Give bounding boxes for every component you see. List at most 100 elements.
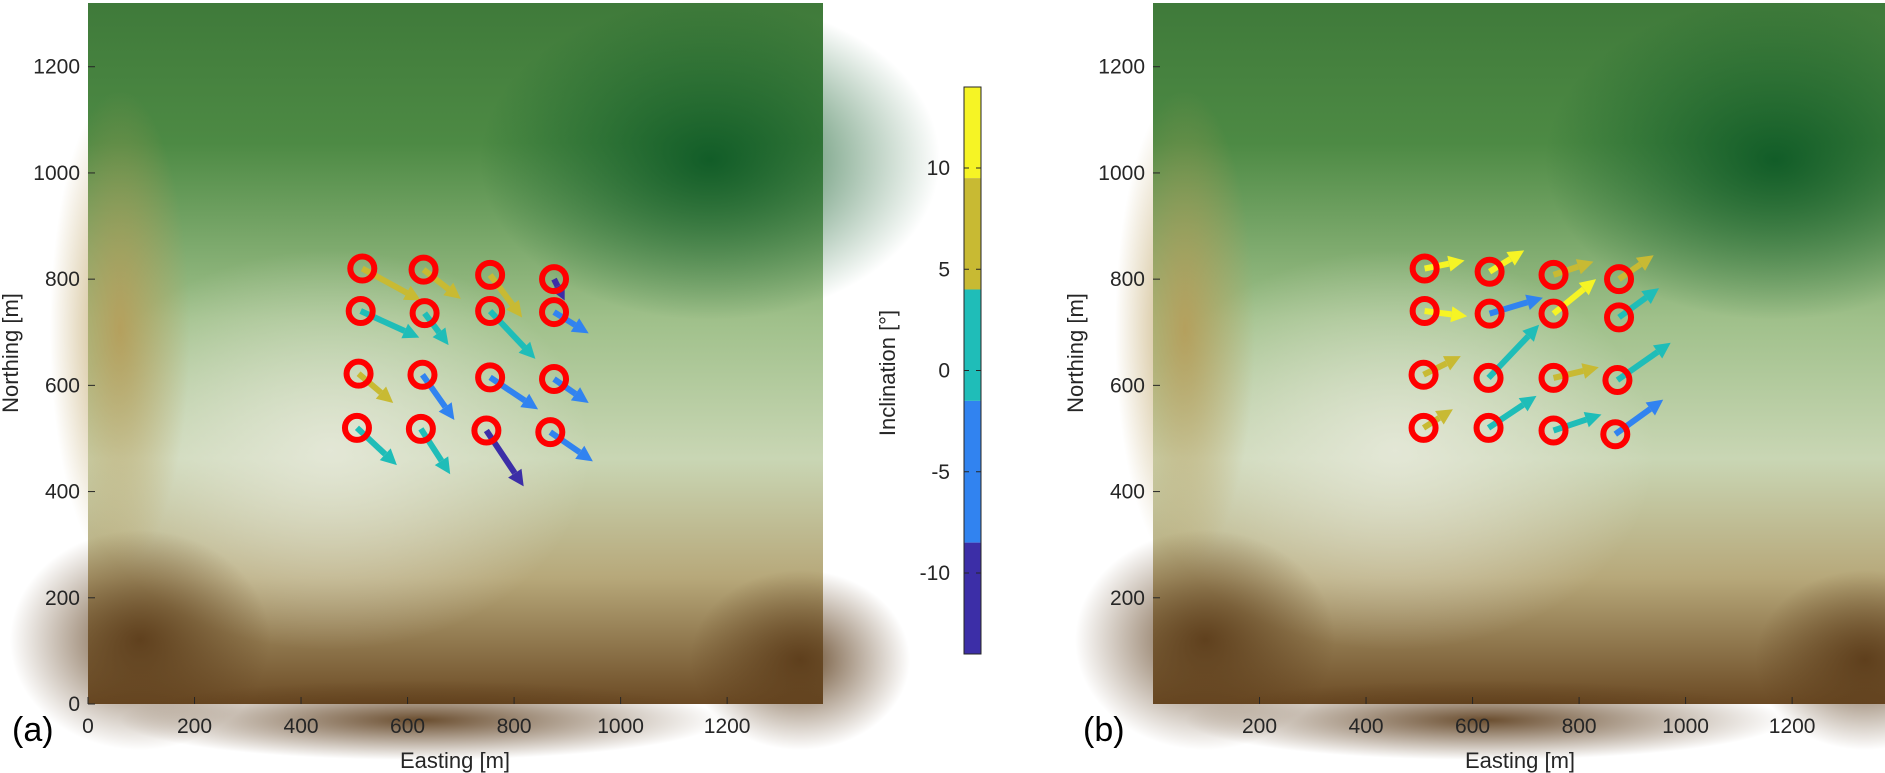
station-marker xyxy=(1473,362,1504,393)
station-marker xyxy=(539,297,570,328)
station-marker xyxy=(535,417,566,448)
panel-b-terrain xyxy=(1075,0,1885,760)
station-marker xyxy=(471,415,502,446)
vector-arrow-head xyxy=(403,285,421,301)
y-tick-label: 1200 xyxy=(1098,56,1145,79)
colorbar-bin xyxy=(964,289,981,401)
station-marker xyxy=(1409,253,1440,284)
station-marker xyxy=(1538,362,1569,393)
vector-arrow-head xyxy=(1435,409,1453,425)
vector-arrow-shaft xyxy=(483,428,518,475)
station-marker xyxy=(1604,264,1635,295)
panel-b-label: (b) xyxy=(1083,711,1125,749)
station-marker xyxy=(539,264,570,295)
x-tick-label: 200 xyxy=(1242,715,1277,738)
panel-a-xlabel: Easting [m] xyxy=(400,748,510,773)
station-marker xyxy=(1538,259,1569,290)
y-tick-label: 1000 xyxy=(1098,162,1145,185)
x-tick-label: 200 xyxy=(177,715,212,738)
panel-b-ylabel: Northing [m] xyxy=(1063,293,1088,413)
station-marker xyxy=(409,298,440,329)
colorbar-tick-label: 10 xyxy=(927,157,950,180)
colorbar-tick-label: -10 xyxy=(920,562,950,585)
vector-arrow-head xyxy=(518,341,536,359)
vector-arrow-head xyxy=(1635,255,1654,271)
vector-arrow-head xyxy=(1522,324,1540,342)
station-marker xyxy=(1538,415,1569,446)
station-marker xyxy=(1474,298,1505,329)
vector-arrow-head xyxy=(575,445,593,462)
station-marker xyxy=(405,413,436,444)
x-tick-label: 1000 xyxy=(597,715,644,738)
station-marker xyxy=(539,363,570,394)
colorbar-tick-label: 5 xyxy=(938,258,950,281)
station-marker xyxy=(408,254,439,285)
panel-b-vectors xyxy=(1408,250,1671,450)
station-marker xyxy=(1604,302,1635,333)
vector-arrow-head xyxy=(1578,279,1597,296)
vector-arrow-head xyxy=(438,402,455,420)
station-marker xyxy=(343,358,374,389)
panel-a-ylabel: Northing [m] xyxy=(0,293,23,413)
vector-arrow-head xyxy=(520,393,539,410)
vector-arrow-head xyxy=(508,468,524,487)
vector-arrow-shaft xyxy=(488,374,527,403)
station-marker xyxy=(347,253,378,284)
x-tick-label: 800 xyxy=(1562,715,1597,738)
vector-arrow-shaft xyxy=(360,265,409,296)
vector-arrow-head xyxy=(1575,259,1594,275)
y-tick-label: 1000 xyxy=(33,162,80,185)
vector-arrow-head xyxy=(401,323,420,339)
station-marker xyxy=(1600,419,1631,450)
y-tick-label: 200 xyxy=(45,587,80,610)
station-marker xyxy=(1538,298,1569,329)
station-marker xyxy=(345,296,376,327)
x-tick-label: 400 xyxy=(1349,715,1384,738)
vector-arrow-head xyxy=(1583,412,1602,428)
panel-b-xlabel: Easting [m] xyxy=(1465,748,1575,773)
vector-arrow-head xyxy=(443,282,461,299)
y-tick-label: 0 xyxy=(68,693,80,716)
colorbar-tick-label: -5 xyxy=(931,461,950,484)
vector-arrow-head xyxy=(434,456,451,475)
station-marker xyxy=(1473,412,1504,443)
vector-arrow-shaft xyxy=(1613,406,1653,437)
panel-a-vectors xyxy=(341,253,593,487)
vector-arrow-shaft xyxy=(487,273,515,307)
vector-arrow-shaft xyxy=(1488,299,1529,317)
x-tick-label: 600 xyxy=(390,715,425,738)
vector-arrow-head xyxy=(375,386,394,403)
y-tick-label: 1200 xyxy=(33,56,80,79)
station-marker xyxy=(341,412,372,443)
colorbar-bin xyxy=(964,87,981,179)
panel-a-label: (a) xyxy=(12,711,54,749)
y-tick-label: 200 xyxy=(1110,587,1145,610)
x-tick-label: 1200 xyxy=(1769,715,1816,738)
colorbar: 10 5 0 -5 -10 xyxy=(920,86,982,655)
vector-arrow-shaft xyxy=(418,427,445,463)
vector-arrow-head xyxy=(1525,294,1543,310)
vector-arrow-head xyxy=(1581,363,1599,379)
colorbar-bin xyxy=(964,400,981,543)
vector-arrow-head xyxy=(1641,288,1659,304)
vector-arrow-shaft xyxy=(354,425,388,457)
x-tick-label: 1000 xyxy=(1662,715,1709,738)
y-tick-label: 800 xyxy=(1110,268,1145,291)
vector-arrow-shaft xyxy=(1486,402,1525,431)
vector-arrow-shaft xyxy=(1552,368,1584,381)
vector-arrow-head xyxy=(379,448,397,466)
vector-arrow-head xyxy=(1506,250,1525,266)
panel-a-terrain xyxy=(10,0,940,760)
station-marker xyxy=(1408,412,1439,443)
vector-arrow-head xyxy=(1653,342,1671,359)
colorbar-bin xyxy=(964,178,981,290)
station-marker xyxy=(475,259,506,290)
vector-arrow-head xyxy=(1443,356,1461,371)
vector-arrow-shaft xyxy=(420,373,448,409)
x-tick-label: 600 xyxy=(1455,715,1490,738)
station-marker xyxy=(475,296,506,327)
station-marker xyxy=(1408,359,1439,390)
y-tick-label: 800 xyxy=(45,268,80,291)
vector-arrow-head xyxy=(1645,399,1664,416)
